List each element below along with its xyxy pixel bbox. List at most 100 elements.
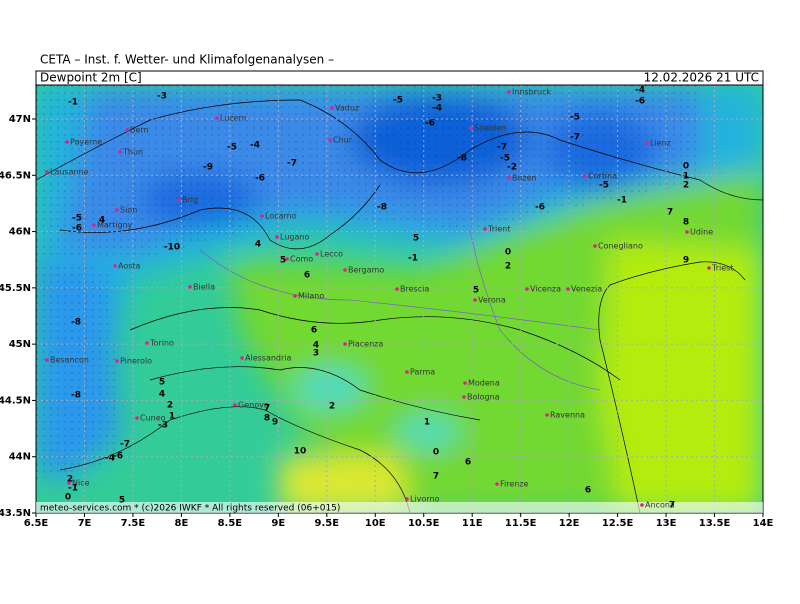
city-label: Cuneo [140, 414, 166, 423]
city-label: Pinerolo [120, 357, 152, 366]
city-label: Venezia [571, 285, 602, 294]
contour-label: -1 [408, 254, 418, 264]
city-marker [405, 370, 409, 374]
contour-label: -3 [432, 94, 442, 104]
copyright-bg [36, 502, 763, 513]
lat-tick-label: 46N [9, 227, 31, 238]
city-marker [328, 138, 332, 142]
city-marker [115, 208, 119, 212]
city-label: Modena [468, 379, 500, 388]
contour-label: -1 [68, 98, 78, 108]
contour-label: -4 [432, 104, 442, 114]
contour-label: 0 [683, 162, 689, 172]
city-label: Vaduz [335, 104, 359, 113]
city-label: Milano [298, 292, 324, 301]
city-label: Udine [690, 228, 713, 237]
city-marker [45, 170, 49, 174]
contour-label: 10 [294, 447, 307, 457]
city-label: Bern [130, 126, 149, 135]
city-marker [330, 106, 334, 110]
field [36, 85, 763, 513]
contour-label: -7 [120, 440, 130, 450]
city-marker [188, 285, 192, 289]
contour-label: -4 [635, 86, 645, 96]
lat-tick-label: 46.5N [0, 170, 31, 181]
contour-label: 1 [683, 172, 689, 182]
lon-tick-label: 11E [462, 518, 483, 529]
lon-tick-label: 13.5E [699, 518, 731, 529]
city-label: Lugano [280, 233, 309, 242]
contour-label: 4 [313, 341, 319, 351]
contour-label: -8 [457, 154, 467, 164]
city-marker [640, 503, 644, 507]
contour-label: 2 [505, 262, 511, 272]
city-marker [473, 298, 477, 302]
contour-label: -6 [635, 97, 645, 107]
city-label: Trient [487, 225, 510, 234]
contour-label: -5 [570, 113, 580, 123]
contour-label: 6 [311, 326, 317, 336]
city-label: Sion [120, 206, 137, 215]
contour-label: 4 [99, 216, 105, 226]
city-marker [233, 403, 237, 407]
city-marker [405, 497, 409, 501]
lon-tick-label: 12E [559, 518, 580, 529]
contour-label: 7 [264, 404, 270, 414]
city-label: Ravenna [550, 411, 585, 420]
city-label: Alessandria [245, 354, 292, 363]
lon-tick-label: 9E [271, 518, 285, 529]
city-label: Luzern [220, 114, 247, 123]
contour-label: -3 [157, 92, 167, 102]
city-marker [115, 359, 119, 363]
contour-label: 5 [413, 234, 419, 244]
contour-label: 7 [667, 208, 673, 218]
city-marker [293, 294, 297, 298]
city-marker [260, 214, 264, 218]
city-label: Aosta [118, 262, 141, 271]
city-label: Firenze [500, 480, 529, 489]
contour-label: -6 [113, 452, 123, 462]
contour-label: -9 [203, 163, 213, 173]
city-marker [583, 174, 587, 178]
lon-tick-label: 13E [656, 518, 677, 529]
city-marker [495, 482, 499, 486]
city-marker [707, 266, 711, 270]
contour-label: 1 [169, 412, 175, 422]
city-label: Parma [410, 368, 435, 377]
lon-tick-label: 10E [365, 518, 386, 529]
city-marker [45, 358, 49, 362]
contour-label: 2 [683, 181, 689, 191]
city-label: Ancona [645, 501, 675, 510]
contour-label: 9 [683, 256, 689, 266]
lon-tick-label: 8E [175, 518, 189, 529]
city-label: Lecco [320, 250, 343, 259]
contour-label: -4 [105, 454, 115, 464]
valid-time: 12.02.2026 21 UTC [644, 71, 759, 85]
contour-label: 6 [465, 458, 471, 468]
contour-label: -5 [227, 143, 237, 153]
city-label: Payerne [70, 138, 102, 147]
contour-label: 2 [329, 402, 335, 412]
city-marker [462, 395, 466, 399]
contour-label: -5 [500, 154, 510, 164]
city-label: Como [290, 255, 313, 264]
contour-label: 2 [67, 475, 73, 485]
city-label: Lienz [650, 139, 671, 148]
lat-tick-label: 45N [9, 339, 31, 350]
city-label: Thun [122, 148, 143, 157]
contour-label: 0 [433, 448, 439, 458]
contour-label: 5 [280, 256, 286, 266]
lat-tick-label: 45.5N [0, 283, 31, 294]
city-marker [92, 223, 96, 227]
city-marker [525, 287, 529, 291]
city-marker [483, 227, 487, 231]
contour-label: -8 [71, 391, 81, 401]
contour-label: -1 [617, 196, 627, 206]
title: CETA – Inst. f. Wetter- und Klimafolgena… [40, 53, 334, 67]
city-marker [463, 381, 467, 385]
contour-label: 0 [505, 248, 511, 258]
contour-label: 6 [585, 486, 591, 496]
city-marker [469, 126, 473, 130]
contour-label: -7 [497, 143, 507, 153]
contour-label: 3 [313, 349, 319, 359]
